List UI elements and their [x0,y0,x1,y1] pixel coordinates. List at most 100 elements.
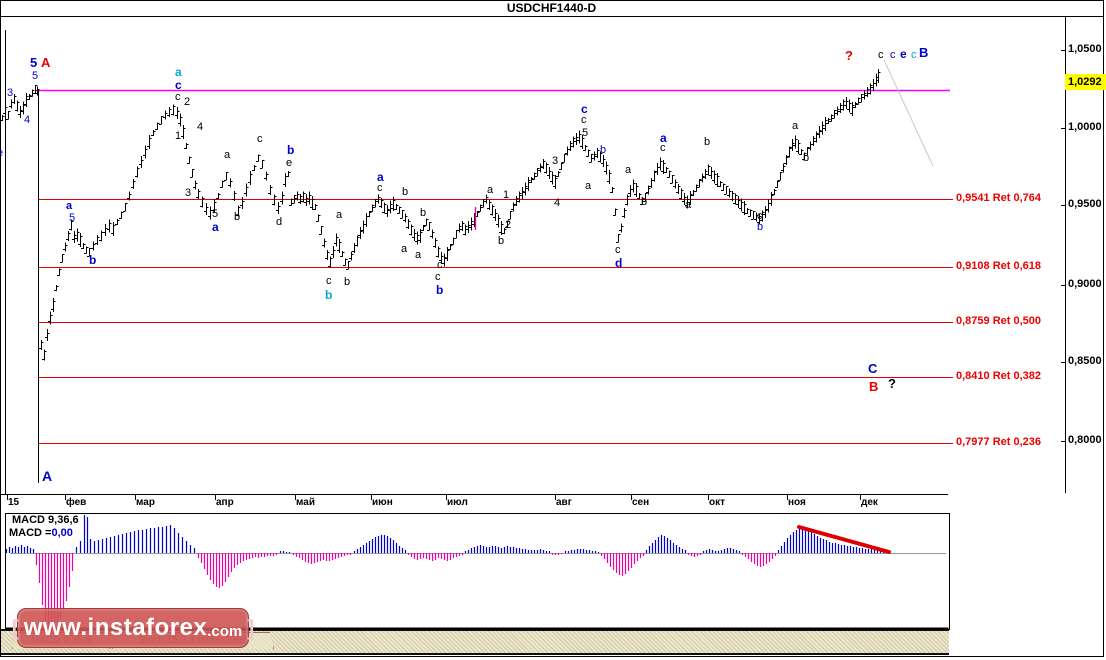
x-axis-label-июн: июн [372,497,393,508]
wave-label-a: a [415,249,422,261]
wave-label-b: b [420,207,427,219]
wave-label-a: a [685,199,692,211]
macd-value: 0,00 [51,527,73,539]
month-ticks [7,494,861,500]
wave-label-c: c [437,259,443,271]
wave-label-a: a [212,220,219,234]
wave-label-b: b [234,211,241,223]
macd-value-prefix: MACD = [9,527,52,539]
wave-label-2: 2 [184,96,191,108]
wave-label-?: ? [888,376,896,391]
wave-label-a: a [487,184,494,196]
x-axis-label-фев: фев [66,497,87,508]
x-axis-label-авг: авг [556,497,572,508]
macd-indicator-label: MACD 9,36,6 [12,514,79,526]
wave-label-b: b [436,283,444,297]
instaforex-watermark-link[interactable]: [www.instaforex .com] [12,608,254,648]
price-bars [0,69,881,361]
fib-label-1: 0,9108 Ret 0,618 [956,260,1042,272]
wave-label-a: a [625,164,632,176]
price-axis-label-0,8500: 0,8500 [1068,355,1102,367]
logo-bracket-left: [ [11,616,19,640]
fib-label-2: 0,8759 Ret 0,500 [956,315,1042,327]
wave-label-1: 1 [503,189,510,201]
wave-label-B: B [919,45,929,60]
wave-label-1: 1 [175,130,182,142]
x-axis-label-ноя: ноя [788,497,806,508]
wave-label-5: 5 [582,127,589,139]
wave-label-5: 5 [212,208,219,220]
wave-label-c: c [581,102,588,116]
x-axis-label-сен: сен [632,497,650,508]
logo-tld: .com [207,622,243,640]
wave-label-3: 3 [7,87,14,99]
wave-label-c: c [175,91,181,103]
logo-bracket-right: ] [247,616,255,640]
wave-label-a: a [336,209,343,221]
macd-bars-positive [5,515,891,553]
wave-label-3: 3 [185,187,192,199]
wave-label-e: e [0,147,4,159]
wave-label-C: C [868,361,878,376]
wave-label-c: c [377,182,383,194]
wave-label-a: a [401,243,408,255]
wave-label-a: a [377,170,384,184]
price-axis-label-1,0000: 1,0000 [1068,121,1102,133]
wave-label-a: a [585,180,592,192]
wave-label-c: c [615,244,621,256]
wave-label-c: c [890,49,896,61]
wave-label-b: b [402,186,409,198]
chart-title: USDCHF1440-D [506,1,597,15]
wave-label-b: b [704,136,711,148]
wave-label-b: b [757,221,764,233]
wave-label-c: c [581,114,587,126]
wave-label-4: 4 [554,197,561,209]
wave-label-c: c [257,133,263,145]
wave-label-c: c [757,210,763,222]
wave-label-4: 4 [24,114,31,126]
wave-label-a: a [66,200,73,212]
wave-label-b: b [803,152,810,164]
x-axis-label-окт: окт [709,497,726,508]
wave-label-b: b [641,196,648,208]
x-axis-label-май: май [296,497,315,508]
wave-label-a: a [224,149,231,161]
wave-label-c: c [911,49,917,61]
x-axis-label-мар: мар [136,497,155,508]
wave-label-5: 5 [32,70,39,82]
x-axis-label-июл: июл [447,497,468,508]
price-axis-label-1,0500: 1,0500 [1068,43,1102,55]
wave-label-c: c [326,275,332,287]
macd-trendline [797,525,891,554]
wave-label-c: c [878,49,884,61]
wave-label-b: b [325,288,333,302]
wave-label-d: d [615,256,623,270]
price-ticks [1061,50,1065,442]
wave-label-a: a [175,65,182,79]
wave-label-c: c [175,78,182,92]
wave-label-c: c [660,142,666,154]
wave-label-c: c [435,271,441,283]
wave-label-d: d [276,216,283,228]
wave-label-4: 4 [197,121,204,133]
wave-label-3: 3 [552,155,559,167]
wave-label-5: 5 [69,212,76,224]
fib-label-0: 0,9541 Ret 0,764 [956,192,1042,204]
wave-label-b: b [498,235,505,247]
macd-value-label: MACD =0,00 [9,528,73,539]
price-axis-label-0,9500: 0,9500 [1068,198,1102,210]
fib-label-4: 0,7977 Ret 0,236 [956,436,1042,448]
price-axis-label-0,9000: 0,9000 [1068,278,1102,290]
wave-label-A: A [42,468,53,484]
wave-label-b: b [600,144,607,156]
x-axis-label-дек: дек [861,497,878,508]
wave-label-b: b [287,143,295,157]
fib-label-3: 0,8410 Ret 0,382 [956,370,1042,382]
wave-label-5: 5 [30,55,38,70]
wave-label-b: b [89,253,97,267]
wave-label-e: e [286,157,293,169]
wave-label-a: a [792,120,799,132]
wave-label-A: A [41,55,51,70]
